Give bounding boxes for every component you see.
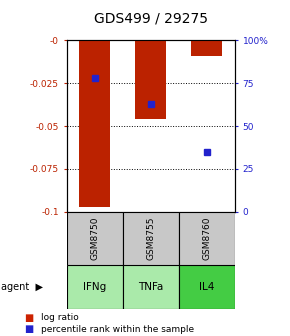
Text: TNFa: TNFa [138,282,164,292]
Bar [67,212,123,265]
Bar [179,212,235,265]
Bar [123,265,179,309]
Text: percentile rank within the sample: percentile rank within the sample [41,325,194,334]
Bar [179,265,235,309]
Bar [135,40,166,119]
Text: log ratio: log ratio [41,313,78,322]
Bar [123,212,179,265]
Bar [67,265,123,309]
Bar [79,40,110,207]
Text: GDS499 / 29275: GDS499 / 29275 [94,11,208,26]
Text: GSM8760: GSM8760 [202,217,211,260]
Text: ■: ■ [24,312,34,323]
Text: GSM8750: GSM8750 [90,217,99,260]
Text: GSM8755: GSM8755 [146,217,155,260]
Text: ■: ■ [24,324,34,334]
Text: IFNg: IFNg [83,282,106,292]
Text: agent  ▶: agent ▶ [1,282,44,292]
Text: IL4: IL4 [199,282,215,292]
Bar [191,40,222,56]
